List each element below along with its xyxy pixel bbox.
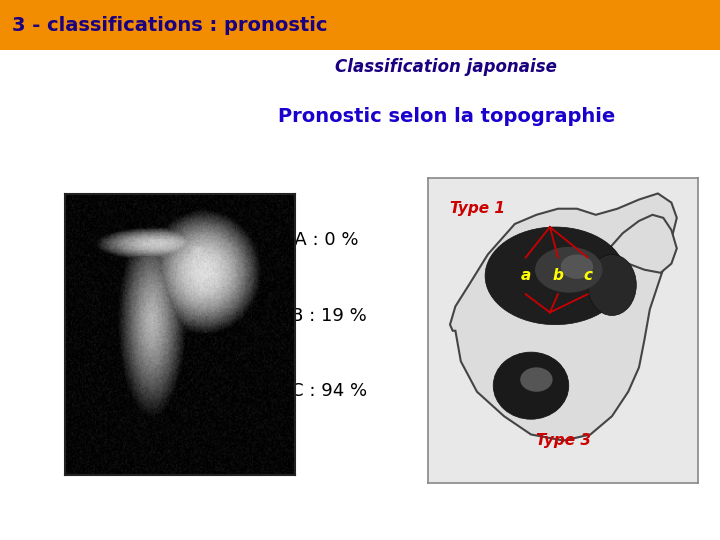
Polygon shape xyxy=(598,215,677,273)
Ellipse shape xyxy=(485,227,626,325)
Polygon shape xyxy=(450,193,677,441)
Text: Type 3: Type 3 xyxy=(536,433,591,448)
FancyBboxPatch shape xyxy=(0,0,720,50)
Text: 1A : 0 %: 1A : 0 % xyxy=(283,231,358,249)
Text: b: b xyxy=(552,268,564,284)
Text: Pronostic selon la topographie: Pronostic selon la topographie xyxy=(278,106,615,126)
Ellipse shape xyxy=(561,254,593,279)
Ellipse shape xyxy=(588,254,636,315)
Text: Classification japonaise: Classification japonaise xyxy=(336,58,557,77)
Ellipse shape xyxy=(535,247,603,293)
Text: 1 B : 19 %: 1 B : 19 % xyxy=(274,307,366,325)
Ellipse shape xyxy=(520,367,553,392)
Ellipse shape xyxy=(493,352,569,419)
Text: a: a xyxy=(521,268,531,284)
Text: Type 1: Type 1 xyxy=(450,201,505,216)
Text: 3 - classifications : pronostic: 3 - classifications : pronostic xyxy=(12,16,327,35)
Text: c: c xyxy=(583,268,593,284)
Text: 1 C : 94 %: 1 C : 94 % xyxy=(274,382,367,401)
